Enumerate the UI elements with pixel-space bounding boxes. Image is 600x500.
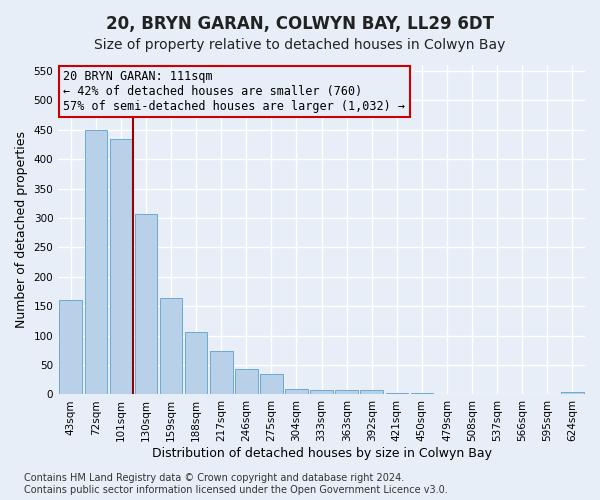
Bar [335, 390, 358, 394]
Bar [110, 138, 132, 394]
Bar [85, 130, 107, 394]
Bar [310, 390, 333, 394]
Bar [185, 332, 208, 394]
X-axis label: Distribution of detached houses by size in Colwyn Bay: Distribution of detached houses by size … [152, 447, 491, 460]
Text: Contains HM Land Registry data © Crown copyright and database right 2024.
Contai: Contains HM Land Registry data © Crown c… [24, 474, 448, 495]
Bar [361, 390, 383, 394]
Bar [134, 214, 157, 394]
Bar [285, 388, 308, 394]
Bar [561, 392, 584, 394]
Bar [235, 368, 257, 394]
Text: Size of property relative to detached houses in Colwyn Bay: Size of property relative to detached ho… [94, 38, 506, 52]
Text: 20 BRYN GARAN: 111sqm
← 42% of detached houses are smaller (760)
57% of semi-det: 20 BRYN GARAN: 111sqm ← 42% of detached … [64, 70, 406, 113]
Bar [386, 392, 408, 394]
Bar [160, 298, 182, 394]
Bar [260, 374, 283, 394]
Bar [59, 300, 82, 394]
Bar [210, 351, 233, 395]
Y-axis label: Number of detached properties: Number of detached properties [15, 131, 28, 328]
Text: 20, BRYN GARAN, COLWYN BAY, LL29 6DT: 20, BRYN GARAN, COLWYN BAY, LL29 6DT [106, 15, 494, 33]
